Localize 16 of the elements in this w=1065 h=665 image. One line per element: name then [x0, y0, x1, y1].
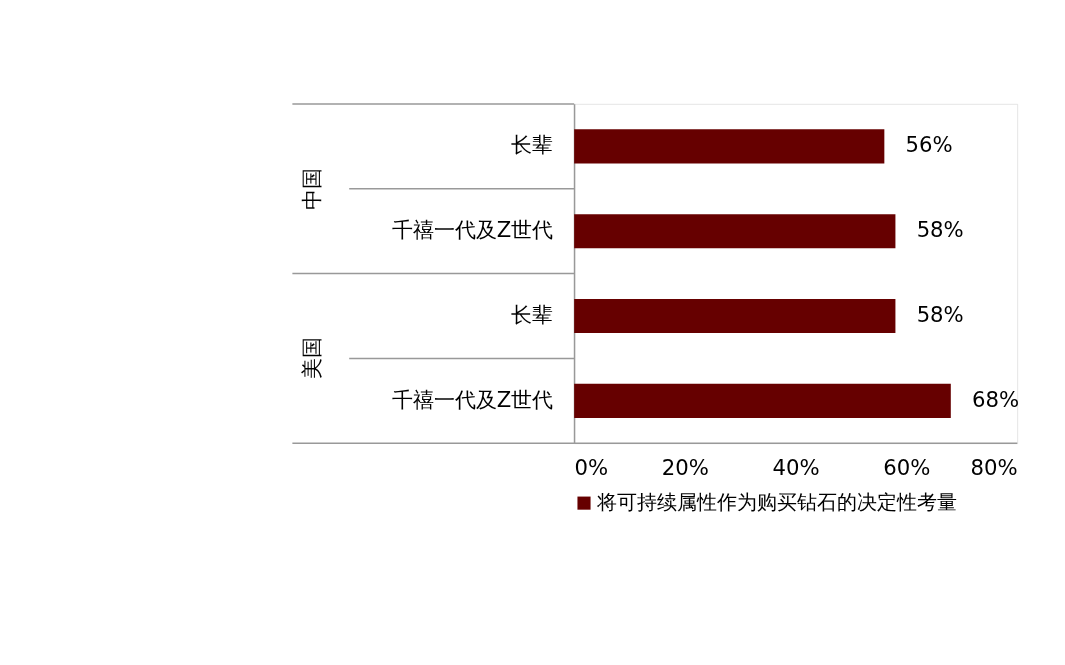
x-tick-label: 40% [772, 455, 820, 481]
x-tick-label: 60% [883, 455, 931, 481]
text: 中国 [298, 167, 324, 210]
x-tick-label: 80% [970, 455, 1018, 481]
data-label: 58% [916, 302, 964, 328]
y-tick-label: 长辈 [511, 132, 554, 158]
text: 美国 [298, 337, 324, 380]
data-label: 68% [972, 386, 1020, 412]
legend-label: 将可持续属性作为购买钻石的决定性考量 [595, 491, 957, 515]
y-tick-label: 千禧一代及Z世代 [391, 386, 554, 412]
x-tick-label: 20% [661, 455, 709, 481]
data-label: 58% [916, 217, 964, 243]
data-label: 56% [905, 132, 953, 158]
y-tick-label: 长辈 [511, 302, 554, 328]
y-tick-label: 千禧一代及Z世代 [391, 217, 554, 243]
x-tick-label: 0% [574, 455, 609, 481]
